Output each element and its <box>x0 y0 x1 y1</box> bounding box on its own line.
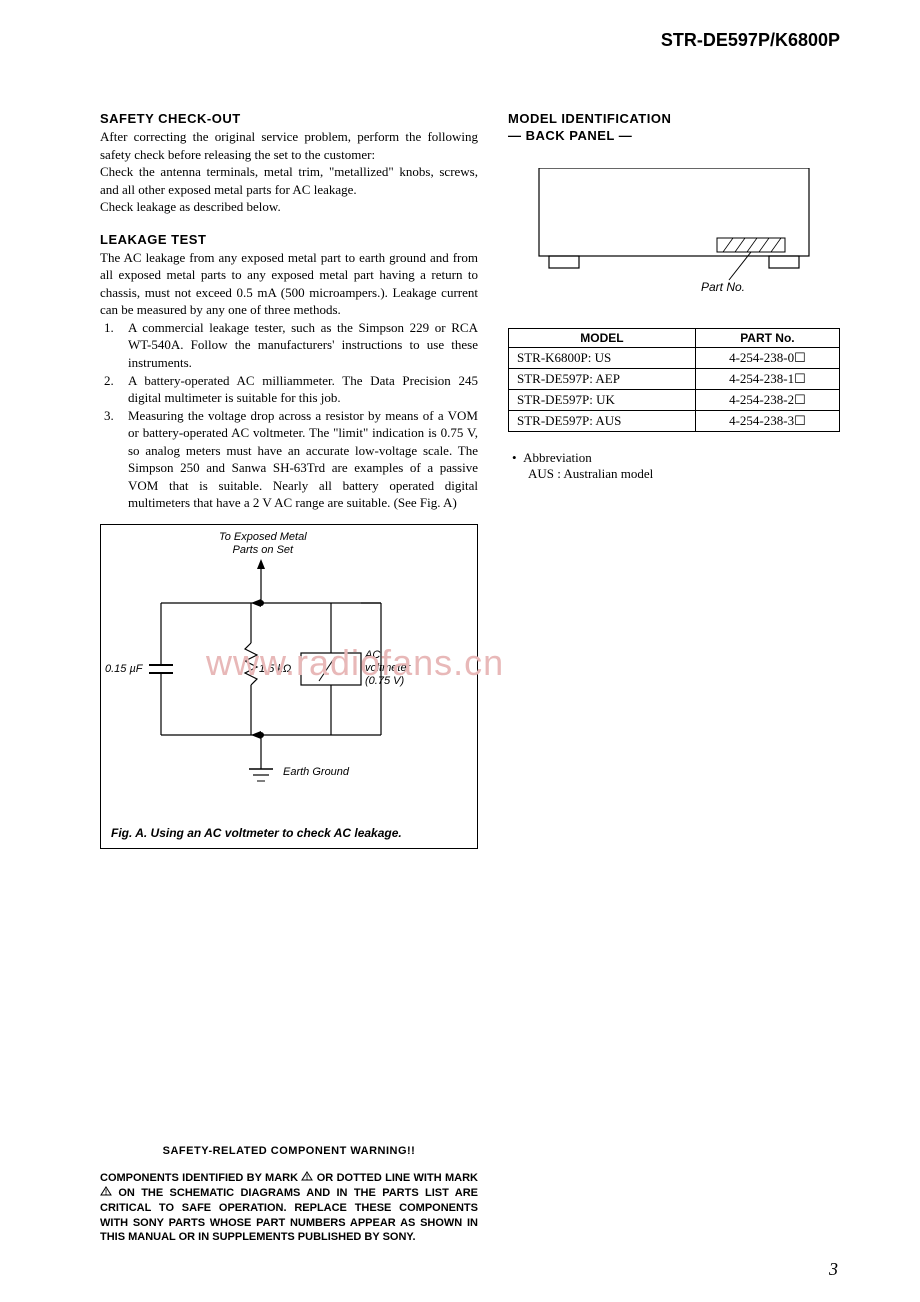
partno-label: Part No. <box>701 280 745 294</box>
warning-body: COMPONENTS IDENTIFIED BY MARK ! OR DOTTE… <box>100 1171 478 1245</box>
fig-label-ground: Earth Ground <box>283 766 349 779</box>
model-th-model: MODEL <box>509 329 696 348</box>
fig-label-ac2: voltmeter <box>365 662 410 674</box>
model-cell: STR-DE597P: AUS <box>509 411 696 432</box>
warning-body-pre: COMPONENTS IDENTIFIED BY MARK <box>100 1172 301 1184</box>
warning-triangle-icon: ! <box>100 1186 112 1201</box>
page-header-title: STR-DE597P/K6800P <box>100 30 840 51</box>
model-cell: STR-DE597P: AEP <box>509 369 696 390</box>
leakage-method-1: A commercial leakage tester, such as the… <box>100 319 478 372</box>
figure-a-caption: Fig. A. Using an AC voltmeter to check A… <box>111 826 402 840</box>
warning-triangle-icon: ! <box>301 1171 313 1186</box>
warning-body-mid: OR DOTTED LINE WITH MARK <box>317 1172 478 1184</box>
safety-checkout-p1: After correcting the original service pr… <box>100 128 478 163</box>
leakage-test-heading: LEAKAGE TEST <box>100 232 478 247</box>
svg-text:!: ! <box>306 1175 308 1182</box>
abbrev-label: Abbreviation <box>523 450 592 465</box>
leakage-method-2: A battery-operated AC milliammeter. The … <box>100 372 478 407</box>
model-table: MODEL PART No. STR-K6800P: US 4-254-238-… <box>508 328 840 432</box>
partno-cell: 4-254-238-3☐ <box>695 411 839 432</box>
fig-label-ac3: (0.75 V) <box>365 675 404 687</box>
warning-body-post: ON THE SCHEMATIC DIAGRAMS AND IN THE PAR… <box>100 1187 478 1244</box>
back-panel-diagram: Part No. <box>529 168 819 298</box>
warning-title: SAFETY-RELATED COMPONENT WARNING!! <box>100 1145 478 1157</box>
abbrev-bullet: • <box>512 450 517 465</box>
fig-label-top1: To Exposed Metal <box>219 531 307 543</box>
safety-checkout-heading: SAFETY CHECK-OUT <box>100 111 478 126</box>
fig-label-ac1: AC <box>365 649 380 661</box>
model-id-subheading: — BACK PANEL — <box>508 128 840 143</box>
page-number: 3 <box>829 1259 838 1280</box>
fig-label-top2: Parts on Set <box>233 544 294 556</box>
back-panel-svg <box>529 168 819 298</box>
table-row: STR-DE597P: UK 4-254-238-2☐ <box>509 390 840 411</box>
model-cell: STR-K6800P: US <box>509 348 696 369</box>
abbreviation-block: • Abbreviation AUS : Australian model <box>508 450 840 482</box>
warning-block: SAFETY-RELATED COMPONENT WARNING!! COMPO… <box>100 1145 478 1245</box>
leakage-test-intro: The AC leakage from any exposed metal pa… <box>100 249 478 319</box>
abbrev-line: AUS : Australian model <box>512 466 840 482</box>
fig-label-res: 1.5 kΩ <box>259 663 291 676</box>
leakage-method-3: Measuring the voltage drop across a resi… <box>100 407 478 512</box>
model-cell: STR-DE597P: UK <box>509 390 696 411</box>
table-row: STR-DE597P: AUS 4-254-238-3☐ <box>509 411 840 432</box>
safety-checkout-p2: Check the antenna terminals, metal trim,… <box>100 163 478 198</box>
model-th-partno: PART No. <box>695 329 839 348</box>
safety-checkout-p3: Check leakage as described below. <box>100 198 478 216</box>
svg-text:!: ! <box>105 1189 107 1196</box>
table-row: STR-DE597P: AEP 4-254-238-1☐ <box>509 369 840 390</box>
partno-cell: 4-254-238-2☐ <box>695 390 839 411</box>
model-id-heading: MODEL IDENTIFICATION <box>508 111 840 126</box>
leakage-test-methods: A commercial leakage tester, such as the… <box>100 319 478 512</box>
figure-a: To Exposed Metal Parts on Set 0.15 µF 1.… <box>100 524 478 849</box>
partno-cell: 4-254-238-0☐ <box>695 348 839 369</box>
table-row: STR-K6800P: US 4-254-238-0☐ <box>509 348 840 369</box>
partno-cell: 4-254-238-1☐ <box>695 369 839 390</box>
fig-label-cap: 0.15 µF <box>105 663 143 676</box>
